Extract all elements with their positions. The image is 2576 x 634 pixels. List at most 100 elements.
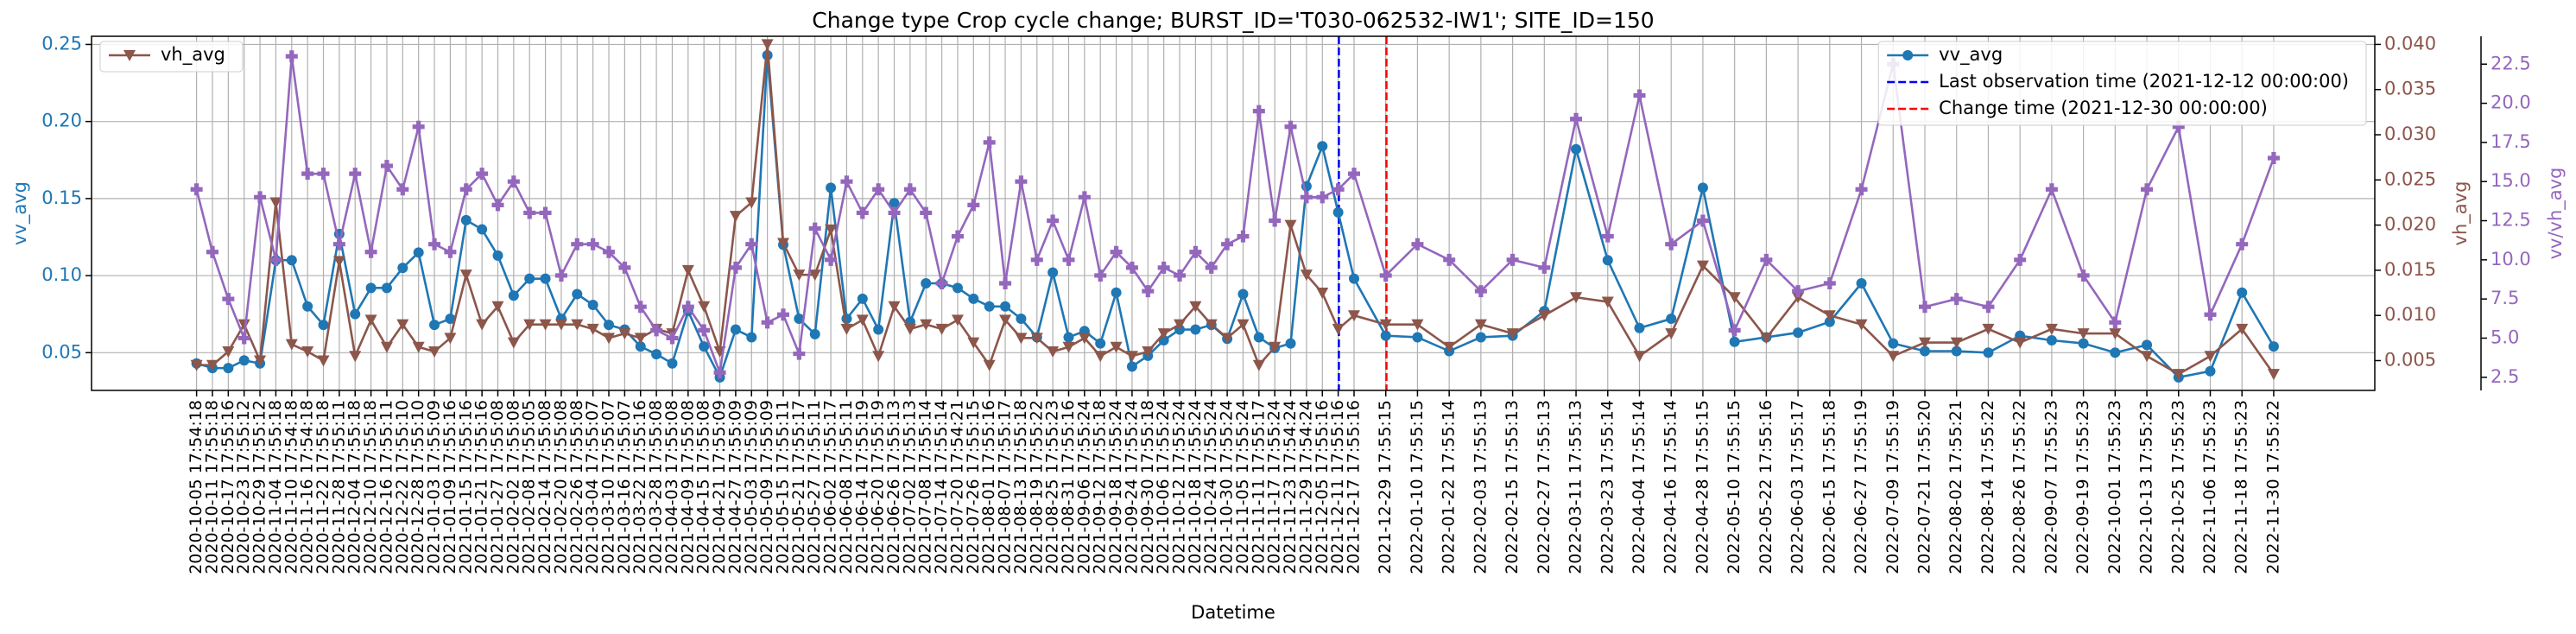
x-tick-label: 2020-10-23 17:55:12 bbox=[234, 400, 253, 574]
point bbox=[761, 316, 774, 329]
point bbox=[729, 211, 742, 223]
point bbox=[1174, 319, 1187, 331]
point bbox=[745, 238, 758, 250]
point bbox=[1379, 319, 1392, 331]
x-tick-label: 2022-04-16 17:55:14 bbox=[1661, 400, 1680, 574]
x-tick-label: 2022-02-03 17:55:13 bbox=[1471, 400, 1490, 574]
point bbox=[1824, 316, 1835, 327]
point bbox=[190, 183, 203, 196]
point bbox=[491, 301, 504, 313]
point bbox=[364, 314, 377, 327]
point bbox=[1300, 191, 1313, 204]
point bbox=[1125, 351, 1138, 363]
point bbox=[952, 282, 963, 294]
x-tick-label: 2021-06-08 17:55:11 bbox=[837, 400, 856, 574]
x-tick-label: 2021-07-20 17:54:21 bbox=[947, 400, 966, 574]
point bbox=[1189, 245, 1202, 258]
point bbox=[681, 264, 694, 276]
x-tick-label: 2022-03-11 17:55:13 bbox=[1566, 400, 1585, 574]
point bbox=[2045, 183, 2058, 196]
y-tick-label: 0.10 bbox=[41, 264, 82, 285]
point bbox=[1665, 238, 1678, 250]
point bbox=[2172, 120, 2185, 133]
point bbox=[318, 320, 329, 331]
x-tick-label: 2021-08-07 17:55:17 bbox=[996, 400, 1015, 574]
point bbox=[1000, 301, 1011, 312]
point bbox=[1252, 105, 1265, 117]
point bbox=[586, 323, 599, 335]
point bbox=[539, 206, 552, 219]
point bbox=[2237, 287, 2248, 298]
x-tick-label: 2020-12-28 17:55:10 bbox=[408, 400, 427, 574]
x-tick-label: 2021-02-02 17:55:08 bbox=[503, 400, 522, 574]
point bbox=[587, 299, 598, 310]
point bbox=[999, 314, 1012, 327]
point bbox=[1190, 324, 1201, 335]
point bbox=[968, 293, 979, 304]
x-tick-label: 2022-11-18 17:55:23 bbox=[2232, 400, 2251, 574]
point bbox=[444, 245, 457, 258]
x-tick-label: 2020-10-17 17:55:16 bbox=[218, 400, 237, 574]
point bbox=[507, 175, 520, 188]
x-tick-label: 2021-02-08 17:55:05 bbox=[520, 400, 539, 574]
legend-box bbox=[1877, 41, 2367, 126]
point bbox=[365, 282, 377, 294]
point bbox=[1792, 292, 1805, 304]
point bbox=[1760, 253, 1773, 266]
point bbox=[1332, 323, 1345, 335]
point bbox=[903, 183, 916, 196]
point bbox=[2236, 323, 2249, 335]
point bbox=[459, 269, 472, 282]
x-tick-label: 2021-10-24 17:55:24 bbox=[1201, 400, 1220, 574]
x-tick-label: 2020-11-10 17:54:18 bbox=[282, 400, 301, 574]
point bbox=[2205, 365, 2216, 377]
point bbox=[1793, 327, 1804, 339]
point bbox=[983, 359, 996, 371]
point bbox=[206, 245, 218, 258]
x-tick-label: 2021-03-10 17:55:07 bbox=[599, 400, 618, 574]
point bbox=[1570, 112, 1583, 125]
x-tick-label: 2020-10-29 17:55:12 bbox=[250, 400, 269, 574]
point bbox=[285, 339, 298, 351]
point bbox=[2172, 369, 2185, 381]
point bbox=[1412, 332, 1423, 343]
point bbox=[539, 319, 552, 331]
y2-tick-label: 0.005 bbox=[2384, 349, 2436, 370]
x-tick-label: 2022-07-21 17:55:20 bbox=[1915, 400, 1934, 574]
point bbox=[1300, 269, 1313, 282]
x-tick-label: 2021-03-22 17:55:16 bbox=[630, 400, 649, 574]
point bbox=[1094, 351, 1107, 363]
x-tick-label: 2022-06-03 17:55:17 bbox=[1788, 400, 1807, 574]
x-tick-label: 2021-01-15 17:55:16 bbox=[456, 400, 475, 574]
x-tick-label: 2021-05-21 17:55:17 bbox=[789, 400, 808, 574]
point bbox=[412, 341, 425, 353]
point bbox=[1285, 338, 1296, 349]
point bbox=[1983, 347, 1994, 358]
y3-tick-label: 5.0 bbox=[2491, 327, 2519, 347]
x-tick-label: 2021-02-20 17:55:08 bbox=[551, 400, 570, 574]
point bbox=[317, 168, 330, 181]
x-tick-label: 2020-10-11 17:55:18 bbox=[202, 400, 221, 574]
x-tick-label: 2021-11-05 17:55:24 bbox=[1233, 400, 1252, 574]
x-tick-label: 2020-11-28 17:55:11 bbox=[329, 400, 348, 574]
x-tick-label: 2021-05-09 17:55:09 bbox=[757, 400, 776, 574]
point bbox=[603, 333, 616, 345]
point bbox=[2077, 269, 2090, 282]
point bbox=[603, 245, 616, 258]
x-tick-label: 2021-12-11 17:55:16 bbox=[1328, 400, 1347, 574]
point bbox=[476, 168, 489, 181]
y-tick-label: 0.05 bbox=[41, 341, 82, 362]
point bbox=[491, 199, 504, 212]
x-tick-label: 2020-11-22 17:55:18 bbox=[313, 400, 332, 574]
point bbox=[1570, 292, 1583, 304]
point bbox=[635, 341, 646, 352]
point bbox=[1015, 333, 1028, 345]
x-tick-label: 2022-01-22 17:55:14 bbox=[1440, 400, 1459, 574]
point bbox=[428, 346, 441, 358]
point bbox=[554, 319, 567, 331]
y2-tick-label: 0.040 bbox=[2384, 33, 2436, 54]
point bbox=[1506, 328, 1519, 340]
point bbox=[206, 359, 218, 371]
